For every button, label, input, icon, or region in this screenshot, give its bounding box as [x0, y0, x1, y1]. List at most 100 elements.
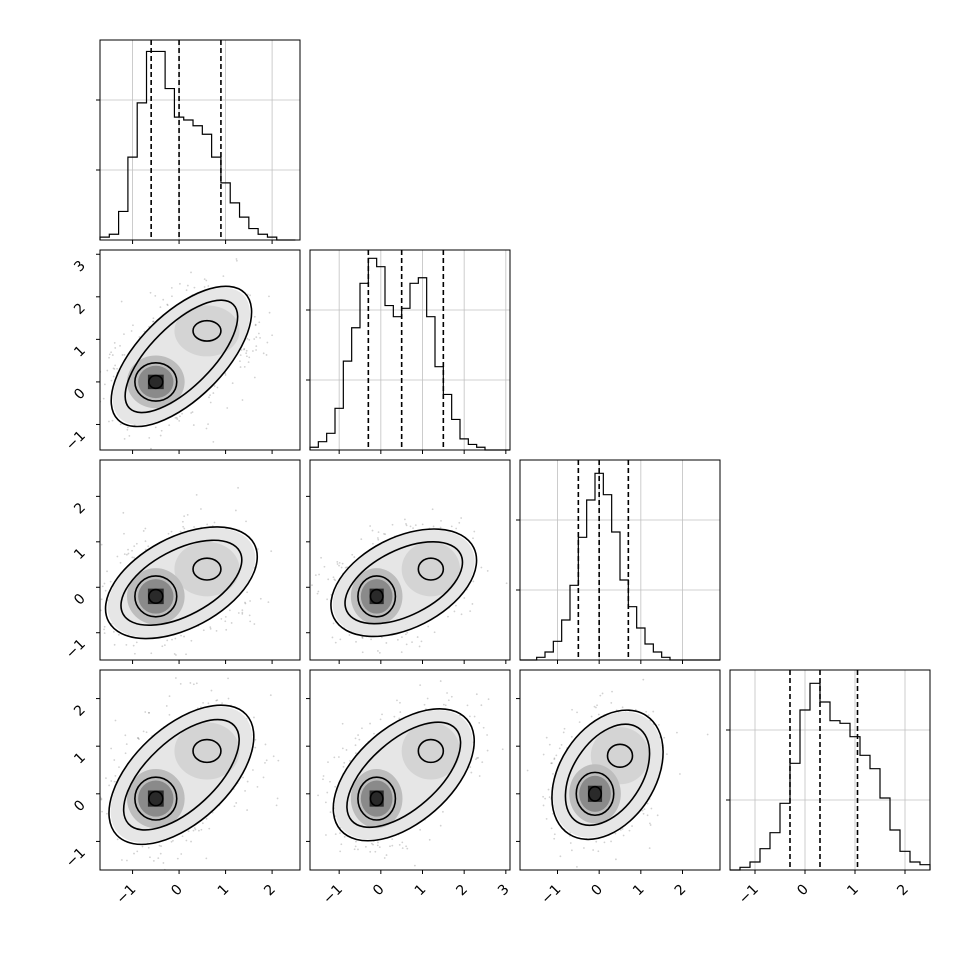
scatter-point: [208, 396, 210, 398]
scatter-point: [414, 865, 416, 867]
scatter-point: [110, 780, 112, 782]
scatter-point: [579, 721, 581, 723]
scatter-point: [402, 847, 404, 849]
scatter-point: [627, 661, 629, 663]
scatter-point: [115, 720, 117, 722]
scatter-point: [644, 808, 646, 810]
density-content: [266, 680, 504, 866]
scatter-point: [386, 854, 388, 856]
scatter-point: [227, 677, 229, 679]
scatter-point: [103, 398, 105, 400]
scatter-point: [144, 711, 146, 713]
y-tick-label: 0: [71, 385, 89, 403]
scatter-point: [433, 526, 435, 528]
scatter-point: [226, 407, 228, 409]
scatter-point: [255, 336, 257, 338]
scatter-point: [93, 387, 95, 389]
scatter-point: [83, 639, 85, 641]
scatter-point: [204, 278, 206, 280]
scatter-point: [122, 354, 124, 356]
scatter-point: [207, 423, 209, 425]
scatter-point: [320, 557, 322, 559]
scatter-point: [448, 699, 450, 701]
density-content: [516, 661, 708, 876]
scatter-point: [458, 522, 460, 524]
scatter-point: [255, 349, 257, 351]
scatter-point: [106, 570, 108, 572]
scatter-point: [194, 287, 196, 289]
scatter-point: [502, 748, 504, 750]
scatter-point: [75, 823, 77, 825]
scatter-point: [270, 550, 272, 552]
scatter-point: [246, 591, 248, 593]
scatter-point: [325, 801, 327, 803]
scatter-point: [378, 531, 380, 533]
scatter-point: [187, 285, 189, 287]
scatter-point: [190, 272, 192, 274]
scatter-point: [104, 632, 106, 634]
scatter-point: [369, 525, 371, 527]
scatter-point: [559, 747, 561, 749]
scatter-point: [372, 530, 374, 532]
scatter-point: [277, 760, 279, 762]
scatter-point: [147, 545, 149, 547]
scatter-point: [180, 853, 182, 855]
scatter-point: [217, 387, 219, 389]
scatter-point: [154, 295, 156, 297]
scatter-point: [126, 860, 128, 862]
scatter-point: [542, 796, 544, 798]
scatter-point: [205, 280, 207, 282]
scatter-point: [101, 598, 103, 600]
scatter-point: [108, 421, 110, 423]
x-tick-label: −1: [538, 882, 564, 908]
scatter-point: [355, 744, 357, 746]
scatter-point: [78, 564, 80, 566]
scatter-point: [527, 770, 529, 772]
scatter-point: [479, 775, 481, 777]
scatter-point: [247, 781, 249, 783]
scatter-point: [417, 636, 419, 638]
scatter-point: [455, 605, 457, 607]
scatter-point: [392, 524, 394, 526]
scatter-point: [362, 651, 364, 653]
scatter-point: [171, 295, 173, 297]
x-tick-label: 0: [588, 882, 606, 900]
panel-frame: [310, 250, 510, 450]
scatter-point: [241, 609, 243, 611]
scatter-point: [563, 732, 565, 734]
scatter-point: [461, 613, 463, 615]
scatter-point: [351, 554, 353, 556]
scatter-point: [206, 818, 208, 820]
density-peak: [148, 375, 164, 389]
scatter-point: [451, 696, 453, 698]
scatter-point: [264, 762, 266, 764]
scatter-point: [229, 609, 231, 611]
x-tick-label: −1: [736, 882, 762, 908]
scatter-point: [105, 590, 107, 592]
scatter-point: [401, 636, 403, 638]
scatter-point: [209, 394, 211, 396]
scatter-point: [602, 693, 604, 695]
scatter-point: [707, 734, 709, 736]
scatter-point: [196, 682, 198, 684]
density-content: [88, 258, 275, 450]
scatter-point: [75, 566, 77, 568]
scatter-point: [148, 712, 150, 714]
scatter-point: [571, 849, 573, 851]
scatter-point: [169, 714, 171, 716]
scatter-point: [108, 785, 110, 787]
scatter-point: [658, 724, 660, 726]
scatter-point: [379, 846, 381, 848]
scatter-point: [460, 517, 462, 519]
scatter-point: [101, 544, 103, 546]
scatter-point: [381, 713, 383, 715]
scatter-point: [427, 626, 429, 628]
scatter-point: [380, 718, 382, 720]
scatter-point: [259, 337, 261, 339]
scatter-point: [90, 396, 92, 398]
scatter-point: [648, 714, 650, 716]
scatter-point: [396, 699, 398, 701]
scatter-point: [341, 567, 343, 569]
scatter-point: [131, 556, 133, 558]
scatter-point: [168, 533, 170, 535]
